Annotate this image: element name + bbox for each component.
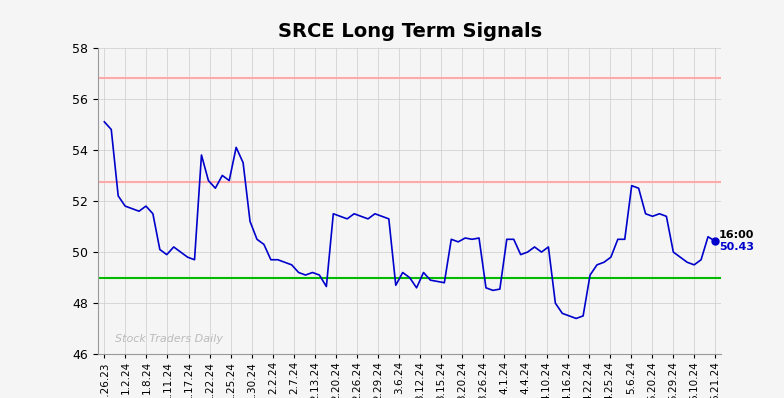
Text: Stock Traders Daily: Stock Traders Daily (114, 334, 223, 344)
Text: 50.43: 50.43 (719, 242, 754, 252)
Title: SRCE Long Term Signals: SRCE Long Term Signals (278, 21, 542, 41)
Text: 16:00: 16:00 (719, 230, 754, 240)
